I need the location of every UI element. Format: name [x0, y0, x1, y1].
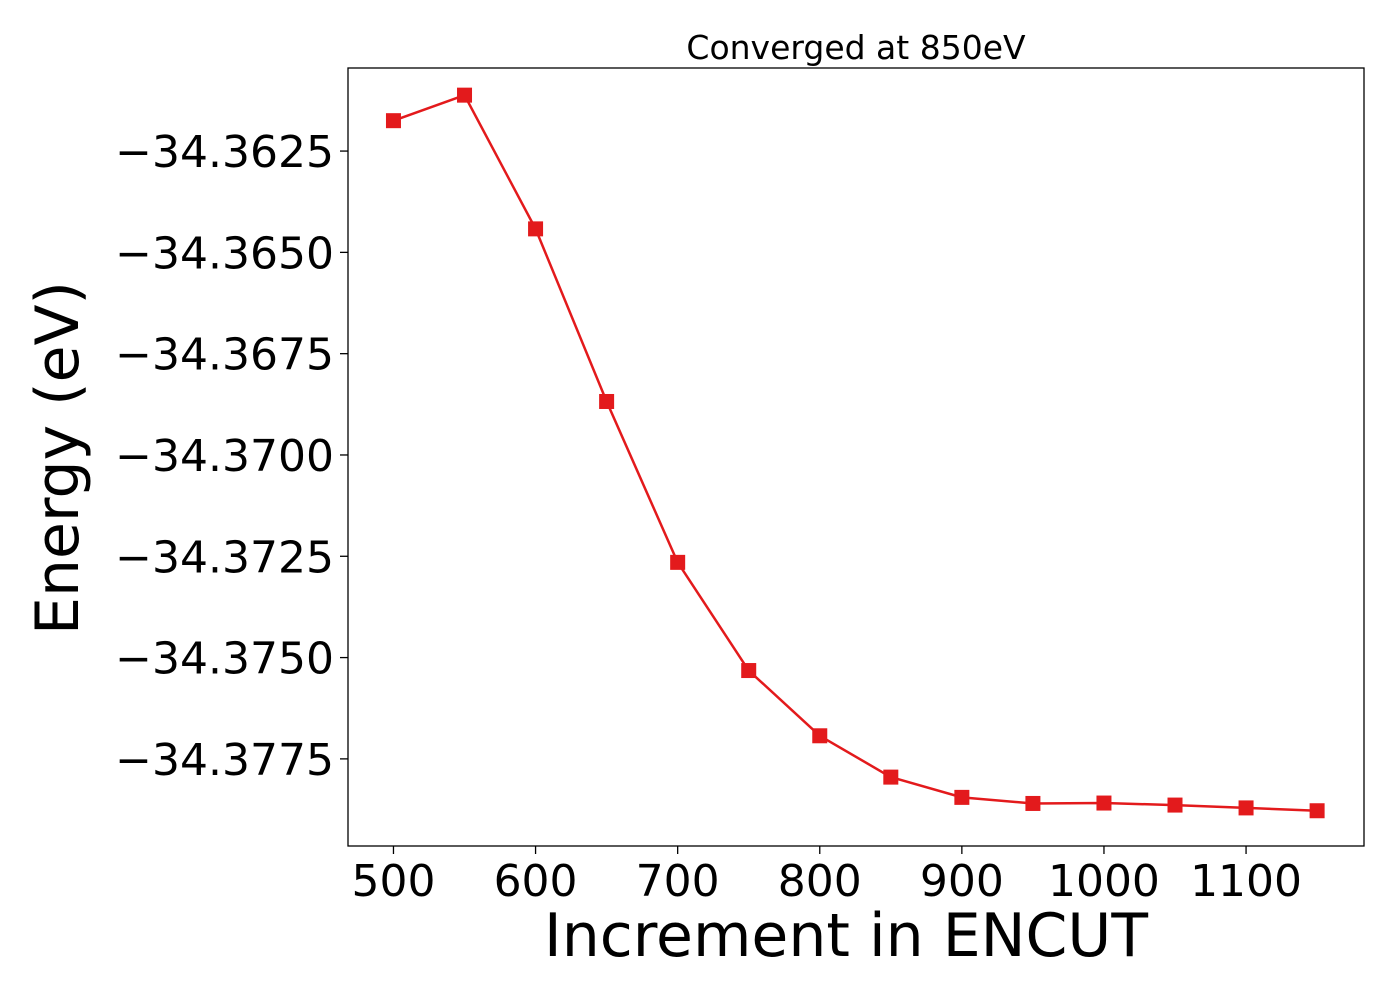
x-tick-label: 1000	[1048, 856, 1160, 907]
data-point	[883, 769, 899, 785]
data-point	[1167, 797, 1183, 813]
series-line	[393, 93, 1318, 812]
y-tick-label: −34.3775	[115, 735, 334, 786]
data-point	[599, 393, 615, 409]
series-layer	[385, 87, 1325, 819]
data-point	[457, 87, 473, 103]
y-tick-label: −34.3725	[115, 532, 334, 583]
data-point	[1025, 795, 1041, 811]
data-point	[1238, 800, 1254, 816]
x-axis: 500 600 700 800 900 1000 1100	[351, 846, 1302, 907]
data-point	[741, 663, 757, 679]
plot-frame	[347, 67, 1365, 847]
x-tick-label: 700	[636, 856, 720, 907]
x-tick-label: 900	[920, 856, 1004, 907]
y-tick-label: −34.3700	[115, 431, 334, 482]
plot-area	[347, 67, 1365, 847]
x-tick-label: 1100	[1190, 856, 1302, 907]
y-tick-label: −34.3650	[115, 228, 334, 279]
data-point	[812, 728, 828, 744]
y-axis: −34.3625 −34.3650 −34.3675 −34.3700 −34.3725…	[115, 127, 348, 786]
data-point	[385, 113, 401, 129]
data-point	[1309, 803, 1325, 819]
x-tick-label: 800	[778, 856, 862, 907]
x-tick-label: 500	[351, 856, 435, 907]
x-axis-label: Increment in ENCUT	[544, 901, 1148, 971]
y-tick-label: −34.3750	[115, 634, 334, 685]
y-tick-label: −34.3625	[115, 127, 334, 178]
data-point	[528, 221, 544, 237]
chart-title: Converged at 850eV	[686, 28, 1026, 67]
data-point	[954, 789, 970, 805]
y-tick-label: −34.3675	[115, 330, 334, 381]
x-tick-label: 600	[494, 856, 578, 907]
y-axis-label: Energy (eV)	[23, 281, 93, 635]
data-point	[670, 554, 686, 570]
data-point	[1096, 795, 1112, 811]
